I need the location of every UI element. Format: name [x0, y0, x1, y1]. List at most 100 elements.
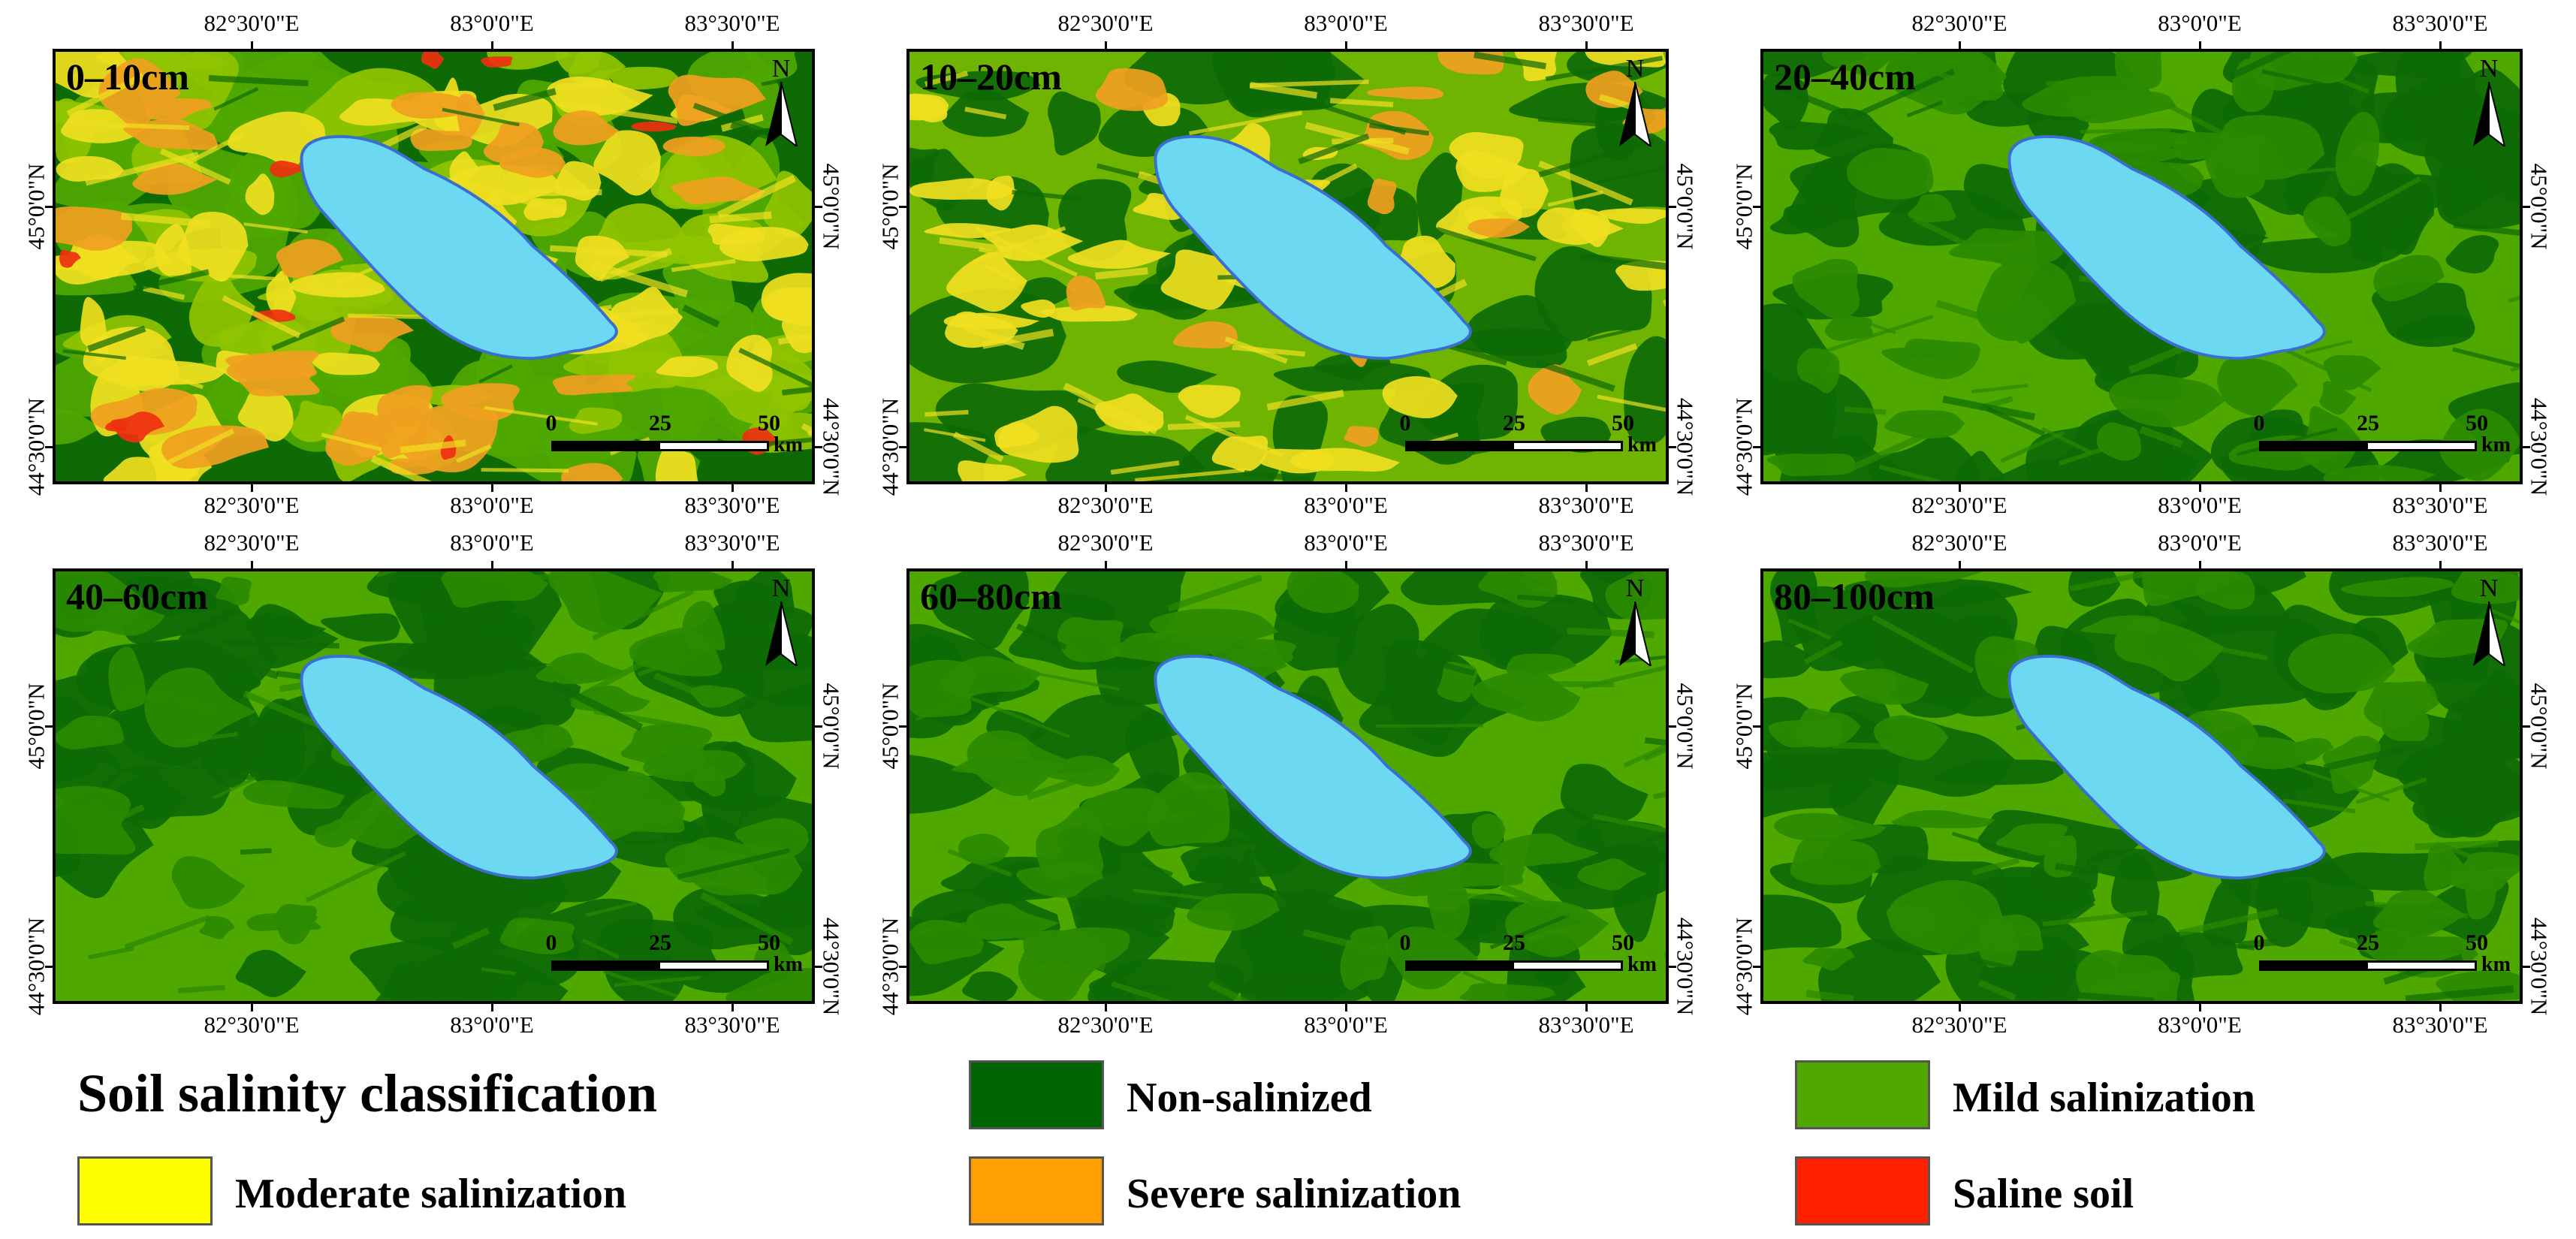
legend-label-severe-salinization: Severe salinization [1127, 1171, 1461, 1217]
latitude-tick-label: 44°30'0"N [2526, 917, 2553, 1016]
salinity-map [909, 571, 1666, 1001]
longitude-tick-label: 83°0'0"E [450, 10, 534, 36]
tick-mark [45, 725, 53, 728]
tick-mark [2523, 966, 2530, 968]
longitude-tick-label: 83°30'0"E [2392, 10, 2488, 36]
depth-label: 60–80cm [920, 575, 1062, 617]
tick-mark [731, 484, 734, 492]
tick-mark [2199, 484, 2201, 492]
tick-mark [899, 446, 906, 448]
map-panel-4: 40–60cm N 0 25 50 km 82°30'0"E 82°30'0"E 83°0'0"… [23, 531, 845, 1036]
tick-mark [731, 561, 734, 568]
tick-mark [1669, 725, 1676, 728]
tick-mark [1105, 41, 1107, 49]
map-frame: 60–80cm N 0 25 50 km [906, 568, 1669, 1004]
tick-mark [45, 966, 53, 968]
tick-mark [1105, 561, 1107, 568]
scale-bar-graphic [2259, 441, 2477, 451]
tick-mark [1753, 206, 1760, 208]
latitude-tick-label: 44°30'0"N [818, 917, 845, 1016]
north-arrow-label: N [1625, 574, 1645, 602]
north-arrow-label: N [771, 574, 791, 602]
legend-label-moderate-salinization: Moderate salinization [235, 1171, 627, 1217]
legend-label-saline-soil: Saline soil [1953, 1171, 2134, 1217]
longitude-tick-label: 83°30'0"E [2392, 1011, 2488, 1038]
tick-mark [2523, 446, 2530, 448]
tick-mark [815, 725, 822, 728]
tick-mark [2199, 561, 2201, 568]
tick-mark [1345, 41, 1347, 49]
longitude-tick-label: 83°0'0"E [1304, 10, 1388, 36]
scale-bar-label: 50 [1612, 930, 1634, 955]
longitude-tick-label: 83°30'0"E [2392, 492, 2488, 518]
latitude-tick-label: 45°0'0"N [23, 683, 50, 770]
depth-label: 80–100cm [1774, 575, 1935, 617]
north-arrow-icon: N [2469, 574, 2509, 669]
scale-bar-label: 50 [2466, 930, 2488, 955]
scale-bar-label: 25 [1503, 411, 1525, 436]
tick-mark [491, 484, 493, 492]
scale-bar-label: 25 [2357, 411, 2379, 436]
scale-bar-label: 25 [649, 411, 671, 436]
tick-mark [815, 966, 822, 968]
tick-mark [1753, 725, 1760, 728]
north-arrow-label: N [771, 55, 791, 83]
longitude-tick-label: 82°30'0"E [1057, 10, 1154, 36]
tick-mark [2523, 206, 2530, 208]
longitude-tick-label: 83°0'0"E [2158, 529, 2242, 556]
longitude-tick-label: 82°30'0"E [204, 1011, 300, 1038]
scale-bar-label: 50 [758, 930, 780, 955]
tick-mark [1585, 484, 1588, 492]
longitude-tick-label: 82°30'0"E [1057, 529, 1154, 556]
north-arrow-label: N [1625, 55, 1645, 83]
longitude-tick-label: 83°0'0"E [1304, 1011, 1388, 1038]
scale-bar-label: 50 [758, 411, 780, 436]
tick-mark [1959, 41, 1961, 49]
latitude-tick-label: 44°30'0"N [876, 917, 903, 1016]
longitude-tick-label: 82°30'0"E [1911, 1011, 2007, 1038]
scale-bar-unit: km [2481, 433, 2511, 457]
map-panel-5: 60–80cm N 0 25 50 km 82°30'0"E 82°30'0"E 83°0'0"… [877, 531, 1699, 1036]
legend-swatch-non-salinized [969, 1060, 1104, 1129]
scale-bar-graphic [551, 441, 769, 451]
scale-bar: 0 25 50 km [1400, 411, 1661, 472]
tick-mark [1669, 966, 1676, 968]
longitude-tick-label: 83°30'0"E [1538, 492, 1634, 518]
tick-mark [491, 41, 493, 49]
longitude-tick-label: 83°30'0"E [684, 10, 780, 36]
latitude-tick-label: 45°0'0"N [818, 163, 845, 250]
scale-bar-label: 25 [1503, 930, 1525, 955]
tick-mark [1585, 41, 1588, 49]
salinity-map [909, 52, 1666, 481]
legend-swatch-moderate-salinization [77, 1156, 213, 1225]
tick-mark [2199, 1004, 2201, 1011]
latitude-tick-label: 44°30'0"N [2526, 397, 2553, 496]
tick-mark [1345, 484, 1347, 492]
latitude-tick-label: 44°30'0"N [1672, 397, 1699, 496]
north-arrow-icon: N [1615, 574, 1655, 669]
scale-bar-unit: km [1627, 433, 1657, 457]
north-arrow-icon: N [761, 55, 801, 149]
tick-mark [2199, 41, 2201, 49]
longitude-tick-label: 83°30'0"E [1538, 1011, 1634, 1038]
scale-bar-unit: km [1627, 953, 1657, 976]
tick-mark [45, 446, 53, 448]
tick-mark [45, 206, 53, 208]
latitude-tick-label: 44°30'0"N [1672, 917, 1699, 1016]
latitude-tick-label: 44°30'0"N [818, 397, 845, 496]
map-panel-2: 10–20cm N 0 25 50 km 82°30'0"E 82°30'0"E 83°0'0"… [877, 11, 1699, 517]
longitude-tick-label: 82°30'0"E [204, 10, 300, 36]
tick-mark [899, 206, 906, 208]
tick-mark [2439, 41, 2442, 49]
scale-bar-label: 0 [545, 930, 557, 955]
tick-mark [1959, 1004, 1961, 1011]
tick-mark [731, 1004, 734, 1011]
salinity-map [56, 571, 812, 1001]
scale-bar: 0 25 50 km [1400, 930, 1661, 992]
salinity-map [1763, 571, 2520, 1001]
longitude-tick-label: 83°30'0"E [2392, 529, 2488, 556]
longitude-tick-label: 83°30'0"E [1538, 10, 1634, 36]
scale-bar-unit: km [774, 953, 803, 976]
latitude-tick-label: 44°30'0"N [23, 917, 50, 1016]
